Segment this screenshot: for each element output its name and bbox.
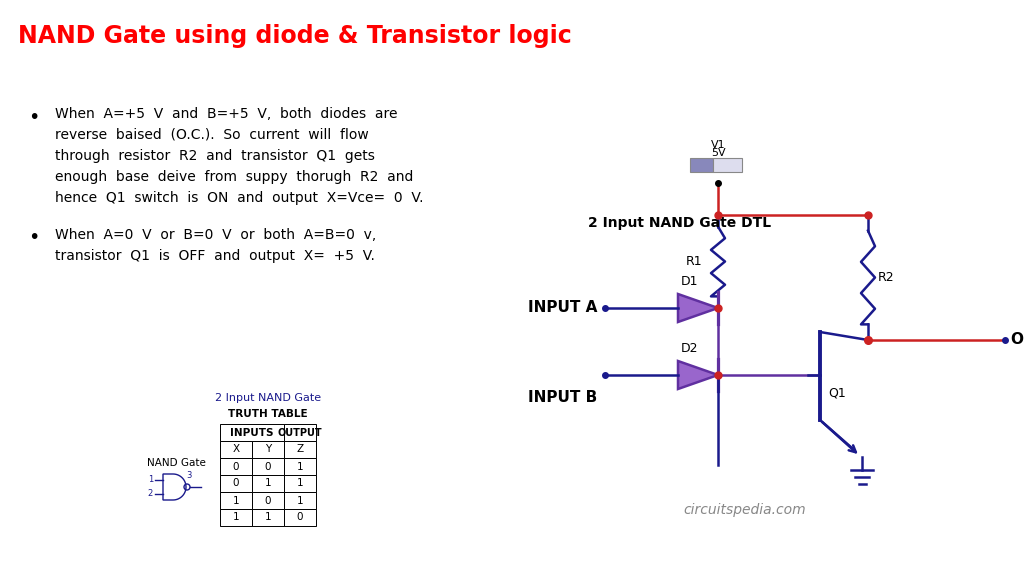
Text: 1: 1	[264, 479, 271, 488]
Text: V1: V1	[711, 140, 725, 150]
Text: 1: 1	[297, 495, 303, 506]
Text: 5V: 5V	[711, 148, 725, 158]
Text: 0: 0	[232, 461, 240, 472]
Bar	[252, 509, 284, 526]
Text: 2 Input NAND Gate: 2 Input NAND Gate	[215, 393, 322, 403]
Text: NAND Gate using diode & Transistor logic: NAND Gate using diode & Transistor logic	[18, 24, 571, 48]
Text: enough  base  deive  from  suppy  thorugh  R2  and: enough base deive from suppy thorugh R2 …	[55, 170, 414, 184]
Bar	[252, 458, 284, 475]
Text: Z: Z	[296, 445, 303, 454]
Text: 2 Input NAND Gate DTL: 2 Input NAND Gate DTL	[588, 216, 771, 230]
Text: D2: D2	[681, 342, 698, 355]
Bar	[714, 158, 742, 172]
Text: 1: 1	[297, 479, 303, 488]
Text: When  A=+5  V  and  B=+5  V,  both  diodes  are: When A=+5 V and B=+5 V, both diodes are	[55, 107, 397, 121]
Bar	[220, 475, 252, 492]
Text: X: X	[232, 445, 240, 454]
Text: through  resistor  R2  and  transistor  Q1  gets: through resistor R2 and transistor Q1 ge…	[55, 149, 375, 163]
Bar	[284, 475, 316, 492]
Text: When  A=0  V  or  B=0  V  or  both  A=B=0  v,: When A=0 V or B=0 V or both A=B=0 v,	[55, 228, 376, 242]
Bar	[220, 458, 252, 475]
Text: D1: D1	[681, 275, 698, 288]
Text: •: •	[28, 228, 39, 247]
Text: NAND Gate: NAND Gate	[147, 458, 206, 468]
Bar	[252, 492, 284, 509]
Text: OUTPUT: OUTPUT	[278, 427, 323, 438]
Text: 1: 1	[297, 461, 303, 472]
Bar	[252, 475, 284, 492]
Text: OUTPUT X: OUTPUT X	[1011, 332, 1024, 347]
Bar	[284, 441, 316, 458]
Text: R1: R1	[685, 255, 702, 268]
Bar	[220, 492, 252, 509]
Text: Q1: Q1	[828, 386, 846, 400]
Text: 1: 1	[264, 513, 271, 522]
Text: 3: 3	[186, 471, 191, 479]
Bar	[252, 441, 284, 458]
Text: INPUTS: INPUTS	[230, 427, 273, 438]
Bar	[220, 441, 252, 458]
Text: 1: 1	[147, 476, 153, 484]
Text: 0: 0	[265, 461, 271, 472]
Text: Y: Y	[265, 445, 271, 454]
Text: INPUT A: INPUT A	[527, 301, 597, 316]
Text: TRUTH TABLE: TRUTH TABLE	[228, 409, 308, 419]
Bar	[284, 509, 316, 526]
Text: hence  Q1  switch  is  ON  and  output  X=Vce=  0  V.: hence Q1 switch is ON and output X=Vce= …	[55, 191, 424, 205]
Text: 0: 0	[297, 513, 303, 522]
Text: transistor  Q1  is  OFF  and  output  X=  +5  V.: transistor Q1 is OFF and output X= +5 V.	[55, 249, 375, 263]
Text: •: •	[28, 108, 39, 127]
Polygon shape	[678, 294, 718, 322]
Text: INPUT B: INPUT B	[527, 389, 597, 404]
Bar	[284, 492, 316, 509]
Text: reverse  baised  (O.C.).  So  current  will  flow: reverse baised (O.C.). So current will f…	[55, 128, 369, 142]
Bar	[690, 158, 714, 172]
Text: R2: R2	[878, 271, 895, 284]
Bar	[220, 424, 284, 441]
Bar	[284, 458, 316, 475]
Text: 1: 1	[232, 495, 240, 506]
Bar	[220, 509, 252, 526]
Text: 0: 0	[232, 479, 240, 488]
Polygon shape	[678, 361, 718, 389]
Bar	[284, 424, 316, 441]
Text: 1: 1	[232, 513, 240, 522]
Text: circuitspedia.com: circuitspedia.com	[684, 503, 806, 517]
Text: 2: 2	[147, 490, 153, 498]
Text: 0: 0	[265, 495, 271, 506]
